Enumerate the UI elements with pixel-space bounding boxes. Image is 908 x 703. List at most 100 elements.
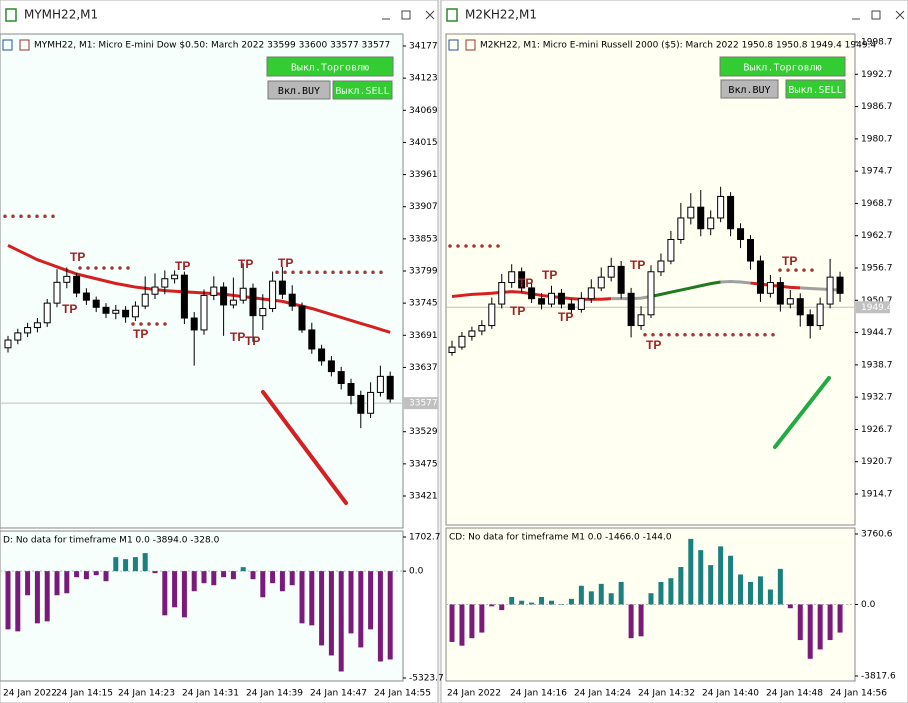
- candle-body: [102, 306, 110, 314]
- candle-body: [367, 391, 375, 414]
- histogram-bar: [328, 571, 334, 656]
- price-tick-label: 33475: [409, 459, 438, 469]
- price-tick-label: 1950.7: [861, 296, 893, 306]
- candle-body: [259, 308, 267, 317]
- price-tick-label: 1986.7: [861, 102, 893, 112]
- candle-body: [327, 360, 335, 373]
- candle-body: [468, 330, 476, 337]
- button[interactable]: [785, 79, 846, 99]
- maximize-button[interactable]: [871, 10, 881, 20]
- candle-body: [587, 287, 595, 300]
- price-tick-label: 1932.7: [861, 393, 893, 403]
- tp-label: TP: [558, 310, 573, 324]
- histogram-bar: [489, 604, 495, 607]
- price-tick-label: 34123: [409, 74, 438, 84]
- price-tick-label: 1980.7: [861, 134, 893, 144]
- histogram-bar: [338, 571, 344, 672]
- histogram-bar: [588, 591, 594, 605]
- candle-body: [677, 217, 685, 240]
- candle-body: [627, 292, 635, 327]
- button-label[interactable]: Вкл.BUY: [278, 86, 320, 97]
- histogram-bar: [787, 604, 793, 609]
- button[interactable]: [267, 80, 331, 100]
- histogram-bar: [449, 604, 455, 642]
- histogram-bar: [162, 571, 168, 616]
- time-label: 24 Jan 14:48: [766, 689, 823, 699]
- histogram-bar: [767, 589, 773, 605]
- histogram-bar: [201, 571, 207, 584]
- time-label: 24 Jan 14:40: [702, 689, 759, 699]
- close-button[interactable]: [895, 10, 905, 20]
- indicator-header: CD: No data for timeframe M1 0.0 -1466.0…: [449, 533, 672, 543]
- tp-label: TP: [133, 327, 148, 341]
- candle-body: [707, 217, 715, 230]
- maximize-button[interactable]: [401, 10, 411, 20]
- button-label[interactable]: Выкл.SELL: [788, 85, 842, 96]
- candle-body: [33, 322, 41, 329]
- time-label: 24 Jan 14:39: [246, 689, 303, 699]
- price-tick-label: 1992.7: [861, 70, 893, 80]
- candle-body: [597, 276, 605, 289]
- candle-body: [548, 292, 555, 305]
- candle-body: [717, 195, 725, 219]
- histogram-bar: [638, 604, 644, 637]
- tp-label: TP: [70, 250, 85, 264]
- time-label: 24 Jan 2022: [3, 689, 57, 699]
- candle-body: [756, 260, 764, 294]
- tp-label: TP: [230, 330, 245, 344]
- candle-body: [73, 275, 81, 294]
- candle-body: [171, 274, 179, 280]
- candle-body: [687, 206, 695, 219]
- price-tick-label: 33691: [409, 331, 438, 341]
- candle-body: [528, 287, 536, 300]
- button[interactable]: [719, 56, 846, 77]
- button-label[interactable]: Вкл.BUY: [728, 85, 770, 96]
- chart-header: MYMH22, M1: Micro E-mini Dow $0.50: Marc…: [34, 41, 390, 51]
- header-icon: [2, 39, 13, 51]
- histogram-bar: [618, 581, 624, 605]
- candle-body: [386, 375, 394, 400]
- tp-label: TP: [630, 258, 645, 272]
- candle-body: [161, 278, 169, 288]
- candle-body: [816, 303, 824, 327]
- histogram-bar: [34, 571, 40, 624]
- candle-body: [806, 314, 814, 327]
- candle-body: [239, 287, 247, 301]
- histogram-bar: [578, 585, 584, 605]
- time-label: 24 Jan 14:16: [510, 689, 567, 699]
- candle-body: [826, 276, 834, 305]
- time-label: 24 Jan 14:31: [182, 689, 239, 699]
- histogram-bar: [260, 571, 266, 598]
- button-label[interactable]: Выкл.Торговлю: [291, 63, 369, 74]
- histogram-bar: [688, 538, 694, 605]
- histogram-bar: [191, 571, 197, 592]
- close-button[interactable]: [425, 10, 435, 20]
- histogram-bar: [83, 571, 89, 580]
- histogram-bar: [807, 604, 813, 659]
- histogram-bar: [728, 555, 734, 605]
- candle-body: [210, 286, 218, 296]
- button[interactable]: [332, 80, 393, 100]
- candle-body: [766, 282, 774, 294]
- histogram-bar: [469, 604, 475, 639]
- histogram-bar: [54, 571, 60, 596]
- histogram-bar: [598, 583, 604, 605]
- histogram-bar: [132, 557, 138, 572]
- histogram-bar: [658, 581, 664, 605]
- histogram-bar: [221, 571, 227, 578]
- tp-label: TP: [245, 334, 260, 348]
- histogram-bar: [558, 604, 564, 605]
- button[interactable]: [720, 79, 779, 99]
- candle-body: [92, 299, 100, 308]
- candle-body: [727, 195, 735, 230]
- histogram-bar: [777, 568, 783, 605]
- histogram-bar: [358, 571, 364, 648]
- tp-label: TP: [646, 338, 661, 352]
- button[interactable]: [266, 56, 394, 77]
- histogram-bar: [748, 581, 753, 605]
- button-label[interactable]: Выкл.Торговлю: [743, 63, 821, 74]
- button-label[interactable]: Выкл.SELL: [335, 86, 389, 97]
- candle-body: [567, 303, 575, 310]
- candle-body: [488, 303, 496, 327]
